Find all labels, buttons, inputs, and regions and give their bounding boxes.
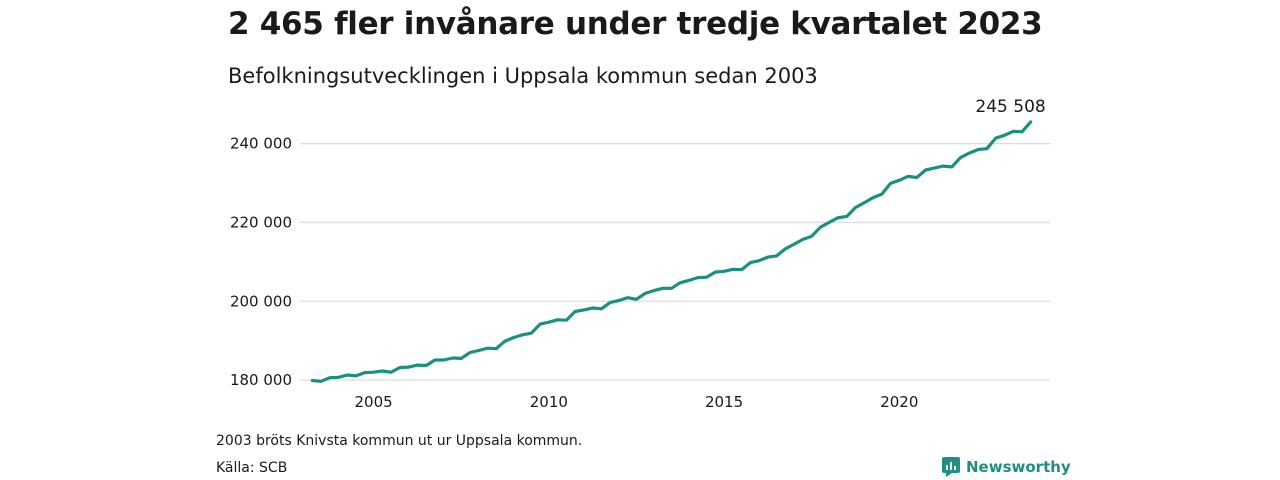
line-chart: 180 000 200 000 220 000 240 000 2005 2010 201… [230,97,1050,411]
y-tick-label: 240 000 [230,135,292,153]
x-tick-label: 2010 [530,393,568,411]
brand-name: Newsworthy [966,458,1071,476]
y-tick-label: 180 000 [230,371,292,389]
brand-logo: Newsworthy [942,457,1071,477]
series-group [310,120,1033,383]
x-tick-label: 2005 [355,393,393,411]
source-label: Källa: SCB [216,460,288,476]
chart-subtitle: Befolkningsutvecklingen i Uppsala kommun… [228,64,818,88]
footnote: 2003 bröts Knivsta kommun ut ur Uppsala … [216,433,583,449]
x-tick-label: 2020 [880,393,918,411]
y-axis: 180 000 200 000 220 000 240 000 [230,135,292,389]
x-axis: 2005 2010 2015 2020 [355,393,919,411]
y-tick-label: 200 000 [230,292,292,310]
series-line [310,120,1033,383]
gridlines [300,142,1050,381]
end-value-label: 245 508 [975,97,1045,117]
chart-title: 2 465 fler invånare under tredje kvartal… [228,6,1043,42]
annotations: 245 508 [975,97,1045,117]
y-tick-label: 220 000 [230,213,292,231]
newsworthy-logo-icon [942,457,960,477]
x-tick-label: 2015 [705,393,743,411]
